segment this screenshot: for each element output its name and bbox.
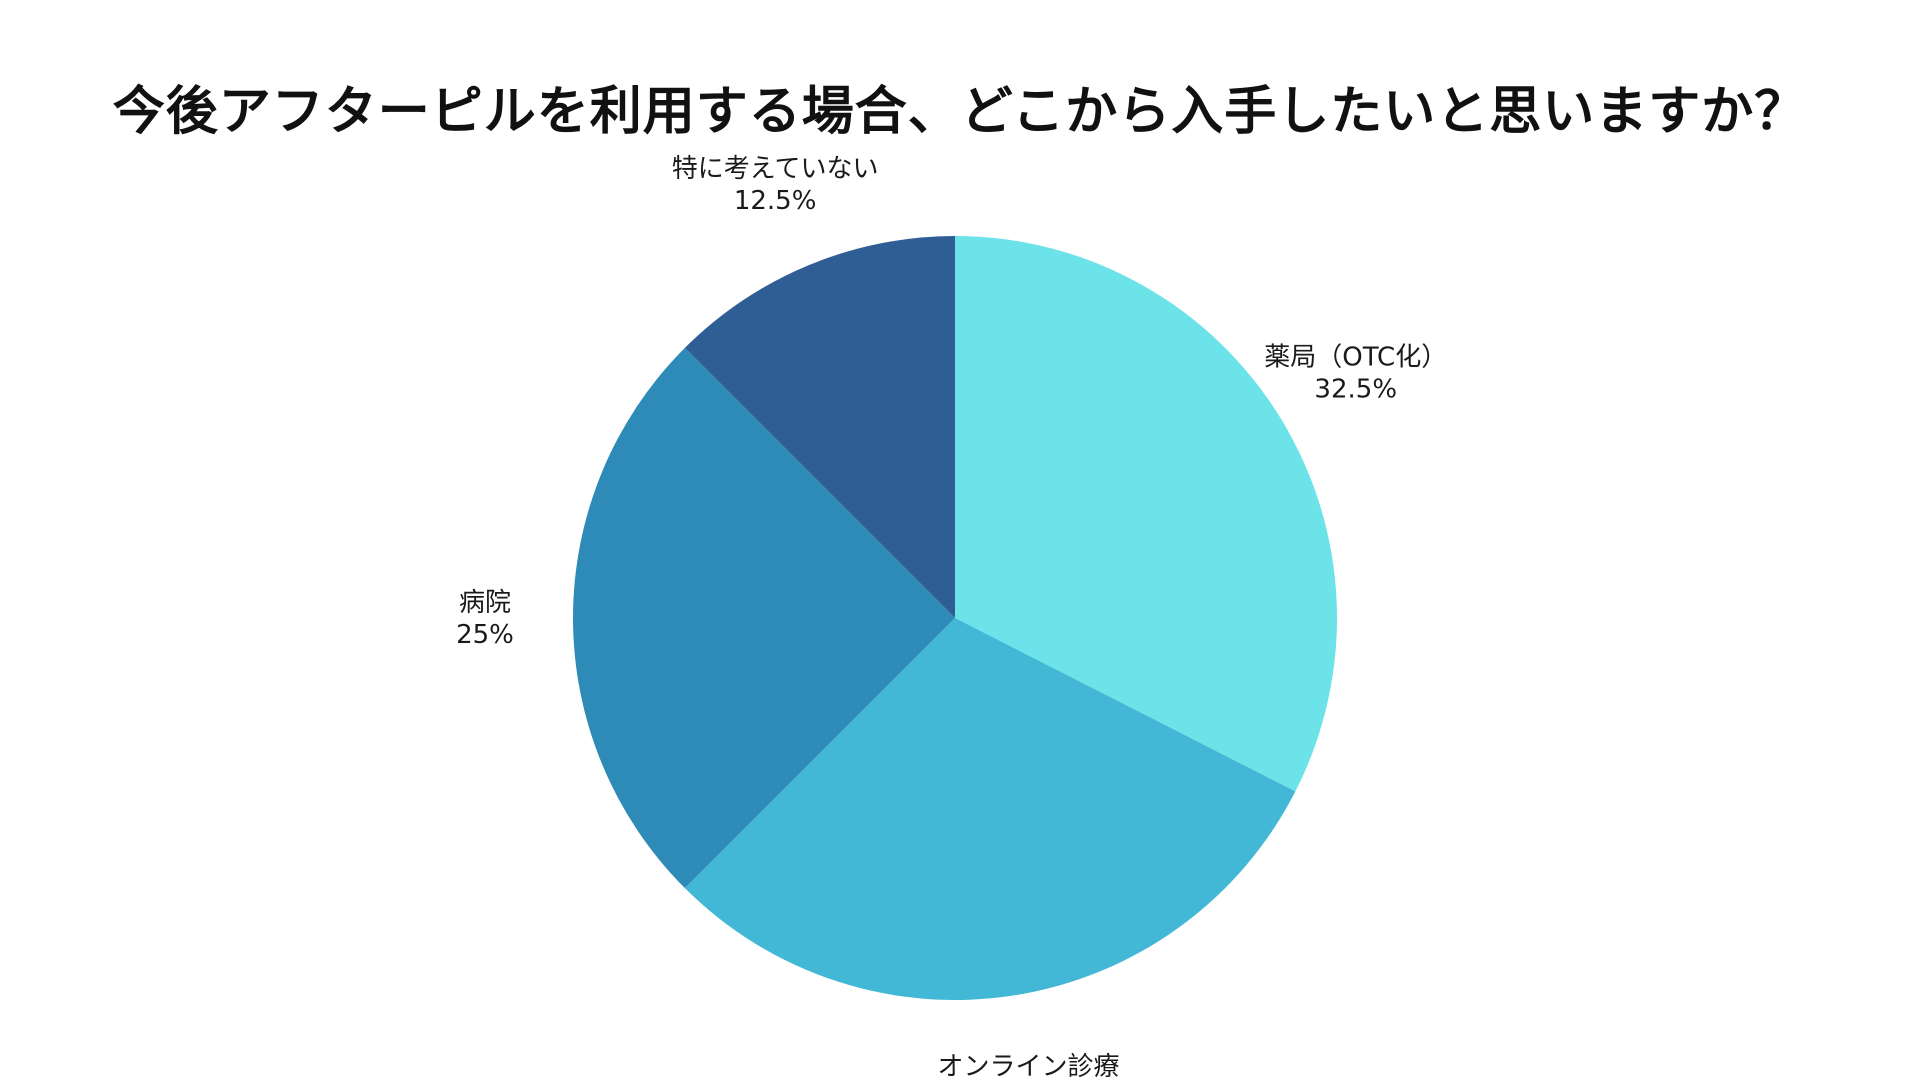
pie-slices <box>573 236 1337 1000</box>
pie-labels: 薬局（OTC化）32.5%オンライン診療30%病院25%特に考えていない12.5… <box>456 154 1447 1080</box>
slice-category-label-3: 特に考えていない <box>672 154 879 184</box>
slice-category-label-0: 薬局（OTC化） <box>1264 342 1447 372</box>
pie-slice-2 <box>573 347 955 889</box>
pie-slice-3 <box>684 236 955 618</box>
slice-category-label-1: オンライン診療 <box>938 1052 1120 1080</box>
pie-slice-1 <box>684 618 1296 1000</box>
slice-value-label-2: 25% <box>456 620 514 650</box>
slice-value-label-3: 12.5% <box>734 186 817 216</box>
slice-value-label-0: 32.5% <box>1314 374 1397 404</box>
chart-title: 今後アフターピルを利用する場合、どこから入手したいと思いますか？ <box>112 82 1808 142</box>
slice-category-label-2: 病院 <box>459 588 511 618</box>
pie-slice-0 <box>955 236 1337 792</box>
